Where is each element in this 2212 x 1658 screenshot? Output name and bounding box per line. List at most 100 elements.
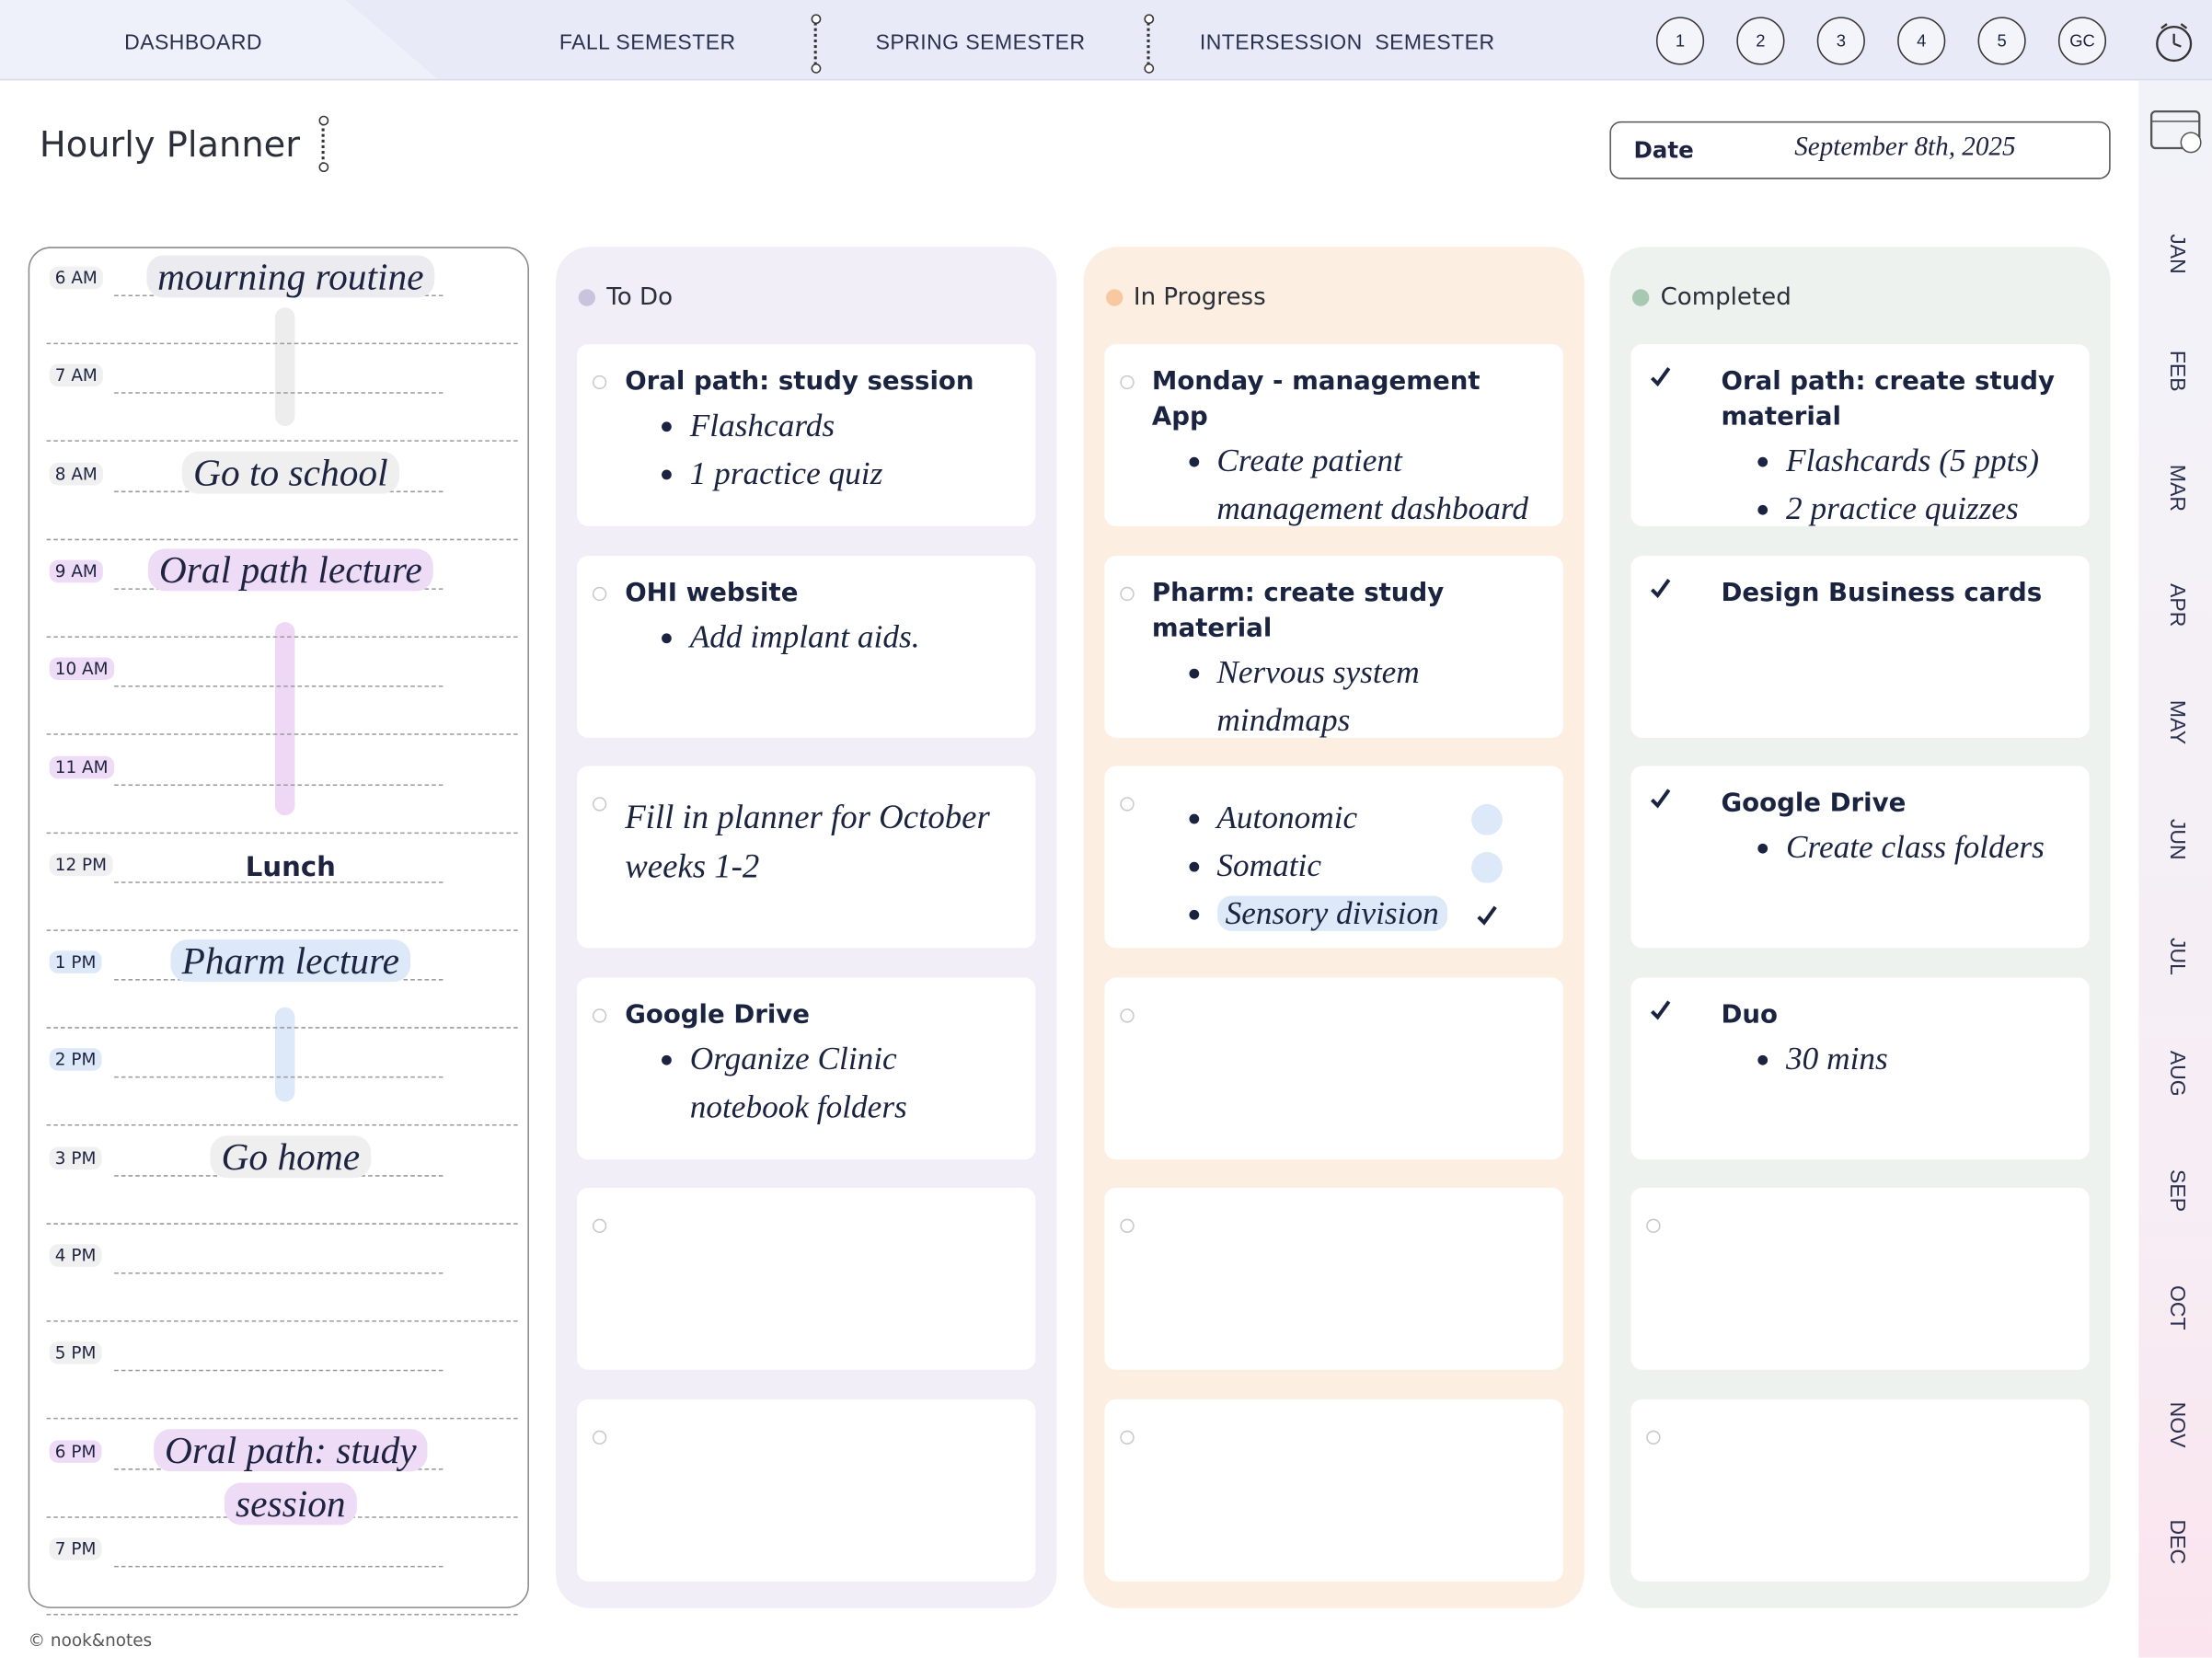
task-card[interactable]: Google Drive Create class folders [1630, 766, 2090, 949]
schedule-entry[interactable]: Pharm lecture [114, 934, 467, 987]
bullet-text: Organize Clinic notebook folders [689, 1040, 907, 1124]
task-card[interactable]: Monday - management App Create patient ma… [1103, 344, 1563, 526]
bullet-list: Add implant aids. [625, 613, 1010, 661]
nav-tab[interactable]: INTERSESSION SEMESTER [1199, 30, 1495, 55]
subtask-check[interactable] [1470, 803, 1503, 835]
nav-button[interactable]: 5 [1977, 17, 2026, 65]
month-tab[interactable]: JUL [2164, 938, 2189, 975]
schedule-entry[interactable]: Lunch [114, 836, 467, 890]
nav-separator [811, 14, 822, 74]
bullet-text: 30 mins [1786, 1040, 1888, 1077]
column-dot [1631, 289, 1650, 306]
task-circle[interactable] [1119, 1218, 1134, 1234]
task-circle[interactable] [592, 374, 607, 390]
guide-line [114, 1077, 444, 1078]
schedule-entry[interactable]: Oral path lecture [114, 543, 467, 596]
task-circle[interactable] [1119, 374, 1134, 390]
month-tab[interactable]: OCT [2164, 1284, 2189, 1330]
task-card[interactable] [1630, 1187, 2090, 1370]
task-circle[interactable] [592, 1218, 607, 1234]
hour-label: 7 AM [49, 364, 103, 387]
bullet-list: Flashcards (5 ppts) 2 practice quizzes [1722, 437, 2065, 525]
task-card[interactable]: Fill in planner for October weeks 1-2 [577, 766, 1036, 949]
month-tab[interactable]: AUG [2164, 1050, 2189, 1097]
task-card[interactable]: Duo30 mins [1630, 976, 2090, 1159]
schedule-entry[interactable]: Oral path: study session [114, 1422, 467, 1530]
schedule-entry[interactable]: Go to school [114, 445, 467, 499]
task-card[interactable] [1103, 1187, 1563, 1370]
bullet-list: Nervous system mindmaps [1152, 649, 1538, 737]
nav-tab[interactable]: SPRING SEMESTER [875, 30, 1086, 55]
entry-text: Go home [210, 1134, 372, 1178]
check-icon [1650, 578, 1671, 598]
clock-icon[interactable] [2150, 17, 2198, 64]
hour-line [46, 440, 518, 443]
month-tab[interactable]: SEP [2164, 1169, 2189, 1213]
month-tab[interactable]: APR [2164, 583, 2189, 628]
board-column: To Do Oral path: study session Flashcards 1… [556, 247, 1057, 1608]
task-card[interactable] [1103, 976, 1563, 1159]
task-card[interactable] [577, 1399, 1036, 1581]
task-circle[interactable] [592, 1429, 607, 1445]
task-card[interactable]: Pharm: create study material Nervous syst… [1103, 555, 1563, 738]
hour-label: 7 PM [49, 1537, 102, 1560]
month-tab[interactable]: MAY [2164, 699, 2189, 745]
hour-line [46, 929, 518, 931]
schedule-entry[interactable]: Go home [114, 1130, 467, 1183]
nav-button[interactable]: 2 [1736, 17, 1785, 65]
task-card[interactable] [1103, 1399, 1563, 1581]
month-tab[interactable]: MAR [2164, 464, 2189, 512]
date-label: Date [1633, 136, 1694, 164]
task-circle[interactable] [1119, 1429, 1134, 1445]
task-card[interactable]: Oral path: create study materialFlashcar… [1630, 344, 2090, 526]
task-card[interactable]: Autonomic Somatic Sensory division [1103, 766, 1563, 949]
task-card[interactable] [1630, 1399, 2090, 1581]
schedule-entry[interactable]: mourning routine [114, 249, 467, 303]
bullet-item: Somatic [1216, 842, 1537, 890]
nav-button[interactable]: 1 [1655, 17, 1705, 65]
bullet-list: 30 mins [1722, 1035, 2065, 1083]
task-circle[interactable] [592, 1007, 607, 1022]
month-tab[interactable]: JUN [2164, 818, 2189, 860]
task-card[interactable]: OHI website Add implant aids. [577, 555, 1036, 738]
hour-label: 6 AM [49, 266, 103, 290]
bullet-list: Autonomic Somatic Sensory division [1152, 794, 1538, 938]
date-value[interactable]: September 8th, 2025 [1794, 132, 2016, 163]
calendar-icon[interactable] [2149, 106, 2205, 156]
month-tab[interactable]: JAN [2164, 234, 2189, 274]
month-tab[interactable]: DEC [2164, 1519, 2189, 1565]
task-circle[interactable] [1646, 1218, 1661, 1234]
entry-text: Oral path lecture [147, 548, 434, 592]
task-card[interactable]: Design Business cards [1630, 555, 2090, 738]
task-circle[interactable] [1119, 1007, 1134, 1022]
nav-tab[interactable]: DASHBOARD [124, 30, 262, 55]
column-header: In Progress [1105, 283, 1266, 312]
task-card[interactable]: Google Drive Organize Clinic notebook fol… [577, 976, 1036, 1159]
guide-line [114, 685, 444, 687]
task-circle[interactable] [592, 797, 607, 812]
subtask-check[interactable] [1470, 900, 1502, 931]
nav-tab[interactable]: FALL SEMESTER [559, 30, 736, 55]
column-header: To Do [578, 283, 673, 312]
task-card[interactable] [577, 1187, 1036, 1370]
hour-label: 1 PM [49, 950, 102, 974]
bullet-list: Create class folders [1722, 823, 2065, 871]
card-title: OHI website [625, 577, 799, 608]
task-circle[interactable] [592, 586, 607, 601]
subtask-check[interactable] [1470, 852, 1503, 883]
bullet-item: Nervous system mindmaps [1216, 649, 1537, 737]
task-circle[interactable] [1119, 797, 1134, 812]
task-card[interactable]: Oral path: study session Flashcards 1 prac… [577, 344, 1036, 526]
month-tab[interactable]: NOV [2164, 1401, 2189, 1448]
nav-button[interactable]: GC [2057, 17, 2107, 65]
task-circle[interactable] [1119, 586, 1134, 601]
month-tab[interactable]: FEB [2164, 350, 2189, 392]
time-bar [274, 622, 295, 816]
bullet-item: Create patient management dashboard [1216, 437, 1537, 525]
nav-button[interactable]: 3 [1816, 17, 1865, 65]
entry-text: mourning routine [145, 255, 435, 298]
guide-line [114, 881, 444, 883]
task-circle[interactable] [1646, 1429, 1661, 1445]
bullet-item: Autonomic [1216, 794, 1537, 842]
nav-button[interactable]: 4 [1897, 17, 1946, 65]
